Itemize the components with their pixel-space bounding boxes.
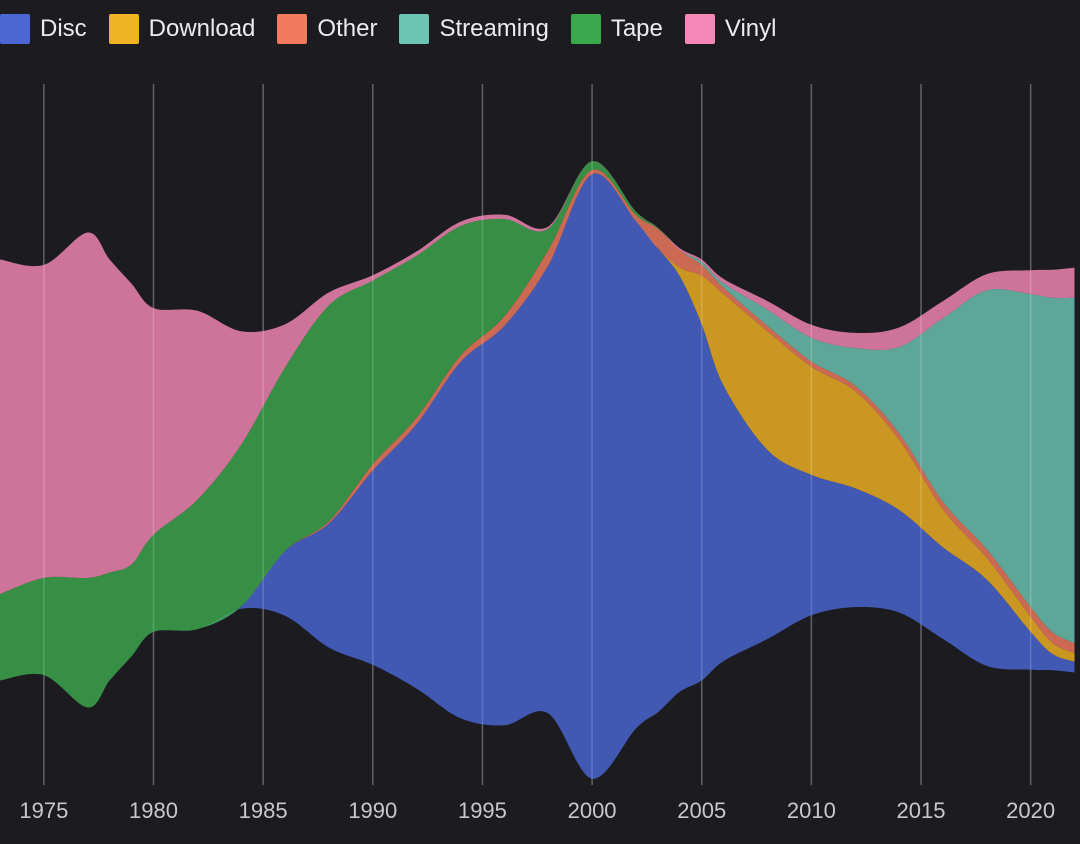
legend-label-streaming: Streaming [439,15,549,42]
x-tick-label-1975: 1975 [19,798,68,823]
legend-item-vinyl[interactable]: Vinyl [684,14,777,44]
x-tick-label-1995: 1995 [458,798,507,823]
legend-item-streaming[interactable]: Streaming [399,14,549,44]
stream-area-disc[interactable] [0,173,1075,779]
stream-areas [0,161,1075,779]
legend-label-other: Other [317,15,378,42]
x-tick-label-2005: 2005 [677,798,726,823]
stream-area-other[interactable] [0,169,1075,708]
legend-swatch-vinyl [684,14,715,44]
x-tick-label-1990: 1990 [348,798,397,823]
x-axis-ticks: 1975 1980 1985 1990 1995 2000 2005 2010 2015 2020 [19,798,1055,823]
stream-area-download[interactable] [0,173,1075,708]
legend-swatch-other [277,14,308,44]
x-tick-label-1985: 1985 [239,798,288,823]
legend: Disc Download Other Streaming Tape Vinyl [0,12,798,46]
x-tick-label-2000: 2000 [568,798,617,823]
legend-label-vinyl: Vinyl [724,15,777,42]
legend-label-download: Download [148,15,256,42]
legend-item-tape[interactable]: Tape [570,14,663,44]
legend-item-other[interactable]: Other [277,14,377,44]
stream-area-tape[interactable] [0,161,1075,708]
legend-swatch-streaming [399,14,430,44]
legend-label-tape: Tape [610,15,663,42]
x-tick-label-1980: 1980 [129,798,178,823]
stream-area-vinyl[interactable] [0,161,1075,595]
legend-item-download[interactable]: Download [108,14,256,44]
legend-swatch-disc [0,14,30,44]
legend-item-disc[interactable]: Disc [0,14,87,44]
legend-label-disc: Disc [40,15,87,42]
grid-overlay [43,84,1032,785]
x-tick-label-2020: 2020 [1006,798,1055,823]
x-tick-label-2015: 2015 [897,798,946,823]
x-tick-label-2010: 2010 [787,798,836,823]
legend-swatch-download [108,14,139,44]
legend-swatch-tape [570,14,601,44]
